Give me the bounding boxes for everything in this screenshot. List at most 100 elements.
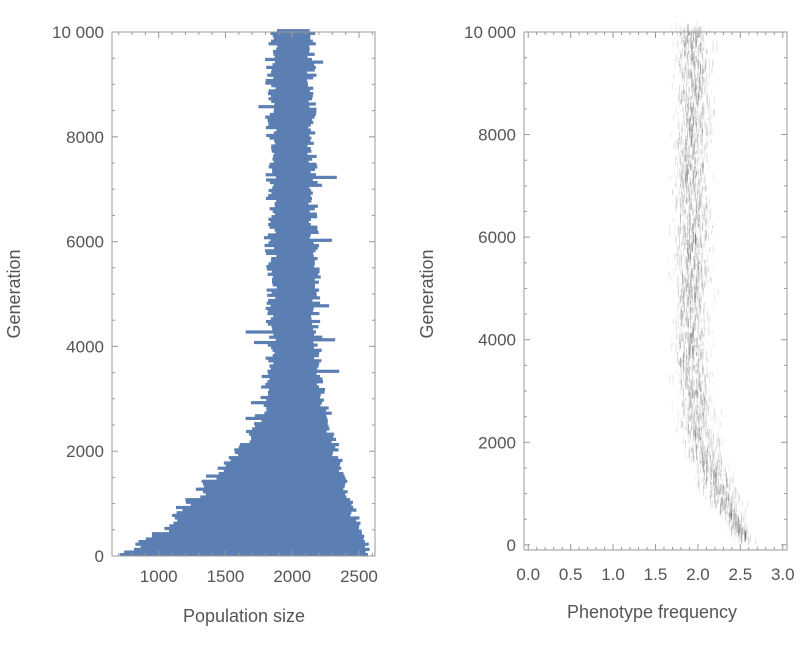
population-bar	[270, 304, 330, 308]
population-bar	[186, 500, 353, 504]
y-tick-label: 0	[95, 547, 104, 566]
population-bar	[216, 477, 346, 481]
y-tick-label: 2000	[478, 433, 516, 452]
population-bar	[271, 68, 315, 72]
population-bar	[223, 469, 339, 473]
population-bar	[272, 34, 311, 38]
population-bar	[271, 257, 318, 261]
population-bar	[172, 513, 351, 517]
population-bar	[271, 144, 308, 148]
population-bar	[275, 296, 321, 300]
y-tick-label: 10 000	[464, 23, 516, 42]
population-bar	[234, 448, 339, 452]
population-bars	[119, 29, 370, 557]
population-bar	[270, 317, 312, 321]
population-bar	[276, 47, 310, 51]
population-bar	[273, 131, 316, 135]
population-bar	[182, 508, 357, 512]
population-bar	[273, 36, 311, 41]
population-bar	[273, 160, 309, 164]
x-tick-label: 3.0	[771, 565, 795, 584]
population-bar	[169, 529, 362, 533]
population-bar	[274, 60, 324, 64]
y-tick-label: 6000	[478, 228, 516, 247]
population-bar	[273, 110, 317, 114]
population-bar	[272, 280, 319, 284]
population-bar	[268, 390, 325, 394]
population-bar	[272, 348, 322, 352]
population-bar	[269, 112, 316, 117]
population-bar	[268, 194, 311, 198]
population-bar	[263, 403, 321, 407]
x-tick-label: 1500	[207, 567, 245, 586]
population-bar	[268, 42, 316, 46]
population-bar	[272, 283, 315, 287]
population-bar	[252, 427, 330, 431]
population-bar	[225, 464, 340, 468]
population-bar	[134, 547, 370, 551]
population-bar	[223, 461, 341, 465]
population-bar	[266, 251, 314, 255]
population-bar	[218, 471, 344, 476]
population-bar	[201, 479, 348, 483]
population-bar	[266, 409, 326, 413]
population-bar	[274, 212, 317, 216]
population-bar	[273, 361, 320, 365]
population-bar	[269, 136, 312, 140]
population-bar	[265, 78, 307, 83]
population-bar	[271, 325, 319, 329]
population-bar	[269, 162, 317, 166]
population-bar	[268, 241, 314, 245]
x-tick-label: 0.5	[559, 565, 583, 584]
y-tick-label: 10 000	[52, 23, 104, 42]
population-bar	[274, 152, 308, 156]
population-bar	[230, 458, 343, 462]
population-bar	[274, 228, 318, 232]
population-bar	[260, 395, 320, 400]
population-bar	[140, 545, 365, 549]
population-bar	[174, 516, 360, 520]
population-bar	[266, 319, 321, 324]
population-bar	[254, 340, 314, 345]
y-tick-label: 0	[507, 536, 516, 555]
population-size-chart: 1000 1500 2000 2500 0 2000 4000 6000 8000 10 000…	[4, 23, 378, 626]
left-y-axis: 0 2000 4000 6000 8000 10 000	[52, 23, 375, 566]
population-bar	[265, 306, 314, 310]
population-bar	[274, 107, 317, 111]
population-bar	[268, 223, 311, 227]
population-bar	[261, 419, 328, 423]
population-bar	[272, 275, 321, 279]
population-bar	[265, 249, 316, 253]
population-bar	[275, 175, 337, 179]
population-bar	[268, 298, 313, 303]
population-bar	[270, 94, 313, 98]
population-bar	[266, 196, 312, 200]
population-bar	[268, 165, 318, 169]
population-bar	[272, 63, 315, 67]
population-bar	[264, 411, 332, 415]
population-bar	[274, 204, 318, 208]
y-tick-label: 4000	[66, 337, 104, 356]
population-bar	[267, 343, 318, 347]
population-bar	[202, 490, 348, 494]
population-bar	[265, 382, 317, 386]
population-bar	[271, 346, 314, 350]
population-bar	[270, 259, 315, 263]
population-bar	[266, 288, 320, 292]
y-tick-label: 8000	[478, 126, 516, 145]
population-bar	[271, 270, 320, 274]
population-bar	[273, 333, 315, 337]
x-tick-label: 2.5	[729, 565, 753, 584]
phenotype-density-strokes	[667, 20, 757, 545]
x-tick-label: 1.5	[644, 565, 668, 584]
population-bar	[251, 435, 334, 439]
population-bar	[271, 215, 318, 219]
population-bar	[271, 191, 313, 195]
x-tick-label: 2500	[340, 567, 378, 586]
population-bar	[265, 81, 308, 85]
left-x-axis: 1000 1500 2000 2500	[118, 32, 378, 586]
population-bar	[124, 550, 366, 554]
x-tick-label: 0.0	[516, 565, 540, 584]
population-bar	[276, 285, 315, 289]
